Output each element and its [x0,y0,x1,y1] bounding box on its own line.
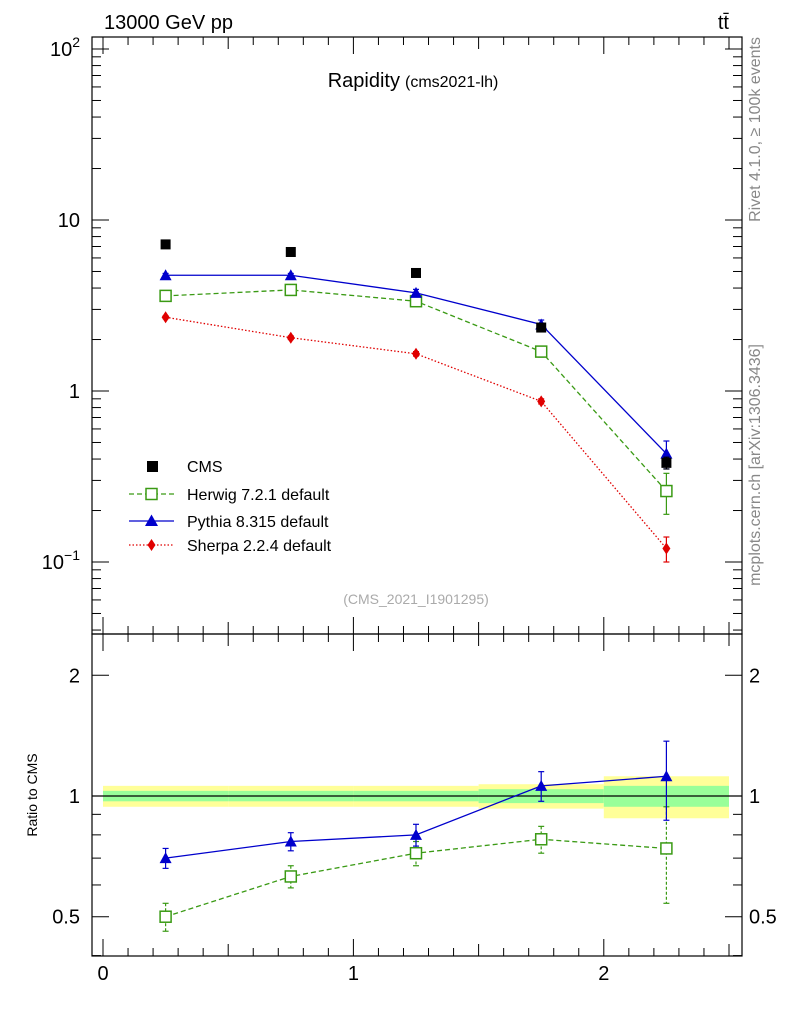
ratio-series-1 [159,806,673,932]
data-point [284,269,297,281]
legend-entry-cms: CMS [147,459,223,476]
ratio-point [660,842,673,855]
data-point [285,246,296,257]
data-point [160,239,171,250]
data-point [161,311,170,324]
ratio-series-2 [159,740,673,869]
legend-label-sherpa: Sherpa 2.2.4 default [187,538,332,555]
legend-marker-herwig [145,487,158,501]
generator-side-label: Rivet 4.1.0, ≥ 100k events [747,37,764,222]
ratio-point [284,835,297,847]
data-point [411,267,421,278]
main-axis-ticks [92,37,742,634]
main-series-group [159,239,673,563]
main-series-1 [159,283,673,515]
beam-label: 13000 GeV pp [104,12,233,34]
data-point [286,331,295,344]
data-point [159,269,172,281]
ratio-tick-label-right: 2 [749,665,760,687]
data-point [159,289,172,303]
source-side-label: mcplots.cern.ch [arXiv:1306.3436] [747,344,764,586]
ratio-tick-label-right: 1 [749,786,760,808]
legend-marker-sherpa [147,539,156,551]
y-tick-label: 10−1 [42,547,80,574]
ratio-axis-ticks [92,634,742,957]
data-point [410,286,422,298]
legend-marker-cms [147,461,158,472]
legend-entry-herwig: Herwig 7.2.1 default [129,487,330,504]
legend: CMS Herwig 7.2.1 default Pythia 8.315 de… [129,459,332,555]
ratio-point [159,852,172,864]
main-axis-labels: 10−1 1 10 102 [42,34,80,574]
data-point [660,447,673,459]
analysis-label: (CMS_2021_I1901295) [343,591,489,607]
ratio-axis-labels: 0.5 0.5 1 1 2 2 [52,665,777,928]
process-label: tt̄ [718,12,730,34]
ratio-series-group [159,740,673,932]
data-point [534,345,548,358]
ratio-point [159,910,172,923]
ratio-point [409,846,423,860]
x-tick-label: 1 [348,963,359,985]
main-series-3 [161,311,671,563]
main-panel: 10−1 1 10 102 Rapidity (cms2021-lh) (CMS_20… [42,34,743,635]
ratio-panel: 0.5 0.5 1 1 2 2 Ratio to CMS [24,633,777,957]
ratio-tick-label-right: 0.5 [749,907,777,929]
legend-entry-pythia: Pythia 8.315 default [129,514,329,531]
data-point [661,457,672,468]
ratio-point [410,828,422,840]
legend-label-pythia: Pythia 8.315 default [187,514,329,531]
ratio-frame [91,633,743,957]
main-series-0 [160,239,672,470]
data-point [662,542,671,555]
data-point [537,395,546,408]
series-line [165,289,667,492]
ratio-tick-label-left: 0.5 [52,907,80,929]
legend-label-herwig: Herwig 7.2.1 default [187,487,330,504]
ratio-point [535,779,548,791]
data-point [536,322,547,333]
ratio-point [660,770,673,782]
y-tick-label: 102 [50,34,80,61]
data-point [660,484,673,498]
legend-marker-pythia [145,514,158,526]
legend-entry-sherpa: Sherpa 2.2.4 default [129,538,332,555]
y-tick-label: 10 [58,210,80,232]
x-axis-labels: 0 1 2 [97,963,609,985]
ratio-tick-label-left: 2 [69,665,80,687]
ratio-uncertainty-bands [103,776,729,819]
x-tick-label: 0 [97,963,108,985]
data-point [284,283,298,297]
x-tick-label: 2 [598,963,609,985]
y-tick-label: 1 [69,381,80,403]
ratio-point [534,833,548,846]
ratio-tick-label-left: 1 [69,786,80,808]
chart-title: Rapidity [328,70,400,92]
ratio-axis-title: Ratio to CMS [24,753,40,836]
ratio-point [284,870,298,883]
data-point [412,347,420,360]
chart-subtitle: (cms2021-lh) [405,74,498,91]
legend-label-cms: CMS [187,459,223,476]
